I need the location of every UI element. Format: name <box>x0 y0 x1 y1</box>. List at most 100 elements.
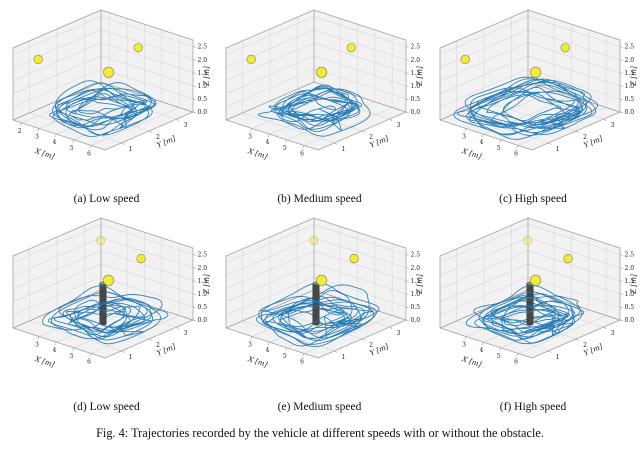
svg-text:2.0: 2.0 <box>624 57 634 64</box>
svg-text:1.0: 1.0 <box>411 291 421 298</box>
svg-text:6: 6 <box>514 151 518 158</box>
figure-caption: Fig. 4: Trajectories recorded by the veh… <box>96 426 544 440</box>
svg-text:0.5: 0.5 <box>624 96 634 103</box>
svg-text:2: 2 <box>369 342 373 349</box>
svg-text:1.5: 1.5 <box>411 278 421 285</box>
svg-text:Z [m]: Z [m] <box>629 274 638 295</box>
svg-text:1.0: 1.0 <box>411 83 421 90</box>
svg-text:0.5: 0.5 <box>411 304 421 311</box>
svg-text:2.5: 2.5 <box>624 44 634 51</box>
svg-text:X [m]: X [m] <box>246 354 269 369</box>
svg-text:X [m]: X [m] <box>460 354 483 369</box>
svg-text:2: 2 <box>156 134 160 141</box>
subplot-caption-b: (b) Medium speed <box>277 193 362 205</box>
svg-text:1.5: 1.5 <box>624 278 634 285</box>
svg-text:1.5: 1.5 <box>198 70 208 77</box>
svg-text:1.5: 1.5 <box>624 70 634 77</box>
svg-text:3: 3 <box>248 342 252 349</box>
subplot-caption-a: (a) Low speed <box>73 193 140 205</box>
svg-text:2.5: 2.5 <box>411 44 421 51</box>
svg-text:3: 3 <box>184 122 188 129</box>
subplot-b: 3 4 5 6 1 2 3 0.0 0.5 1.0 1.5 2.0 2.5 X [m] Y [m] Z [m]… <box>213 8 426 206</box>
svg-text:0.0: 0.0 <box>624 317 634 324</box>
svg-text:3: 3 <box>397 122 401 129</box>
svg-text:2.0: 2.0 <box>198 265 208 272</box>
svg-text:Z [m]: Z [m] <box>202 274 211 295</box>
svg-text:4: 4 <box>265 347 269 354</box>
svg-text:5: 5 <box>70 353 74 360</box>
svg-text:6: 6 <box>87 359 91 366</box>
subplot-row-bottom: 3 4 5 6 1 2 3 0.0 0.5 1.0 1.5 2.0 2.5 X [m] Y [m] Z [m]… <box>0 216 640 414</box>
svg-text:Z [m]: Z [m] <box>202 66 211 87</box>
svg-text:X [m]: X [m] <box>246 146 269 161</box>
svg-text:6: 6 <box>514 359 518 366</box>
svg-text:2.0: 2.0 <box>198 57 208 64</box>
svg-text:3: 3 <box>35 342 39 349</box>
svg-text:0.0: 0.0 <box>624 109 634 116</box>
svg-text:0.5: 0.5 <box>411 96 421 103</box>
svg-text:0.0: 0.0 <box>198 317 208 324</box>
svg-text:2.5: 2.5 <box>411 252 421 259</box>
svg-text:5: 5 <box>283 353 287 360</box>
svg-text:1: 1 <box>342 354 346 361</box>
svg-text:3: 3 <box>397 330 401 337</box>
svg-text:4: 4 <box>479 139 483 146</box>
svg-text:6: 6 <box>300 359 304 366</box>
svg-text:6: 6 <box>87 151 91 158</box>
svg-text:1.0: 1.0 <box>198 83 208 90</box>
svg-text:X [m]: X [m] <box>33 354 56 369</box>
svg-text:3: 3 <box>610 330 614 337</box>
svg-text:5: 5 <box>283 145 287 152</box>
svg-text:3: 3 <box>462 134 466 141</box>
svg-text:0.0: 0.0 <box>198 109 208 116</box>
svg-text:2.5: 2.5 <box>198 252 208 259</box>
svg-text:0.0: 0.0 <box>411 109 421 116</box>
svg-text:Z [m]: Z [m] <box>629 66 638 87</box>
svg-text:3: 3 <box>35 134 39 141</box>
svg-text:X [m]: X [m] <box>460 146 483 161</box>
svg-text:X [m]: X [m] <box>33 146 56 161</box>
svg-text:2.5: 2.5 <box>198 44 208 51</box>
svg-text:5: 5 <box>70 145 74 152</box>
svg-text:1: 1 <box>342 146 346 153</box>
svg-text:1: 1 <box>129 146 133 153</box>
svg-text:1.5: 1.5 <box>198 278 208 285</box>
svg-text:2.0: 2.0 <box>624 265 634 272</box>
svg-text:2.0: 2.0 <box>411 57 421 64</box>
svg-text:2: 2 <box>156 342 160 349</box>
svg-text:1.5: 1.5 <box>411 70 421 77</box>
svg-text:1: 1 <box>129 354 133 361</box>
svg-text:1: 1 <box>555 354 559 361</box>
svg-text:3: 3 <box>184 330 188 337</box>
svg-text:1: 1 <box>555 146 559 153</box>
subplot-caption-f: (f) High speed <box>499 401 567 413</box>
svg-text:4: 4 <box>52 347 56 354</box>
svg-text:2: 2 <box>583 134 587 141</box>
subplot-e: 3 4 5 6 1 2 3 0.0 0.5 1.0 1.5 2.0 2.5 X [m] Y [m] Z [m]… <box>213 216 426 414</box>
svg-text:1.0: 1.0 <box>198 291 208 298</box>
svg-text:1.0: 1.0 <box>624 83 634 90</box>
svg-text:6: 6 <box>300 151 304 158</box>
svg-text:0.5: 0.5 <box>198 96 208 103</box>
svg-text:2: 2 <box>369 134 373 141</box>
svg-text:2: 2 <box>18 128 22 135</box>
svg-text:0.0: 0.0 <box>411 317 421 324</box>
svg-text:Z [m]: Z [m] <box>415 66 424 87</box>
subplot-c: 3 4 5 6 1 2 3 0.0 0.5 1.0 1.5 2.0 2.5 X [m] Y [m] Z [m]… <box>426 8 640 206</box>
svg-text:5: 5 <box>496 145 500 152</box>
svg-text:5: 5 <box>496 353 500 360</box>
svg-text:2.0: 2.0 <box>411 265 421 272</box>
svg-text:4: 4 <box>479 347 483 354</box>
svg-text:3: 3 <box>248 134 252 141</box>
svg-text:3: 3 <box>462 342 466 349</box>
svg-text:4: 4 <box>265 139 269 146</box>
subplot-f: 3 4 5 6 1 2 3 0.0 0.5 1.0 1.5 2.0 2.5 X [m] Y [m] Z [m]… <box>426 216 640 414</box>
subplot-row-top: 2 3 4 5 6 1 2 3 0.0 0.5 1.0 1.5 2.0 2.5 X [m] Y [m] Z [m… <box>0 8 640 206</box>
subplot-caption-d: (d) Low speed <box>73 401 140 413</box>
svg-text:0.5: 0.5 <box>198 304 208 311</box>
